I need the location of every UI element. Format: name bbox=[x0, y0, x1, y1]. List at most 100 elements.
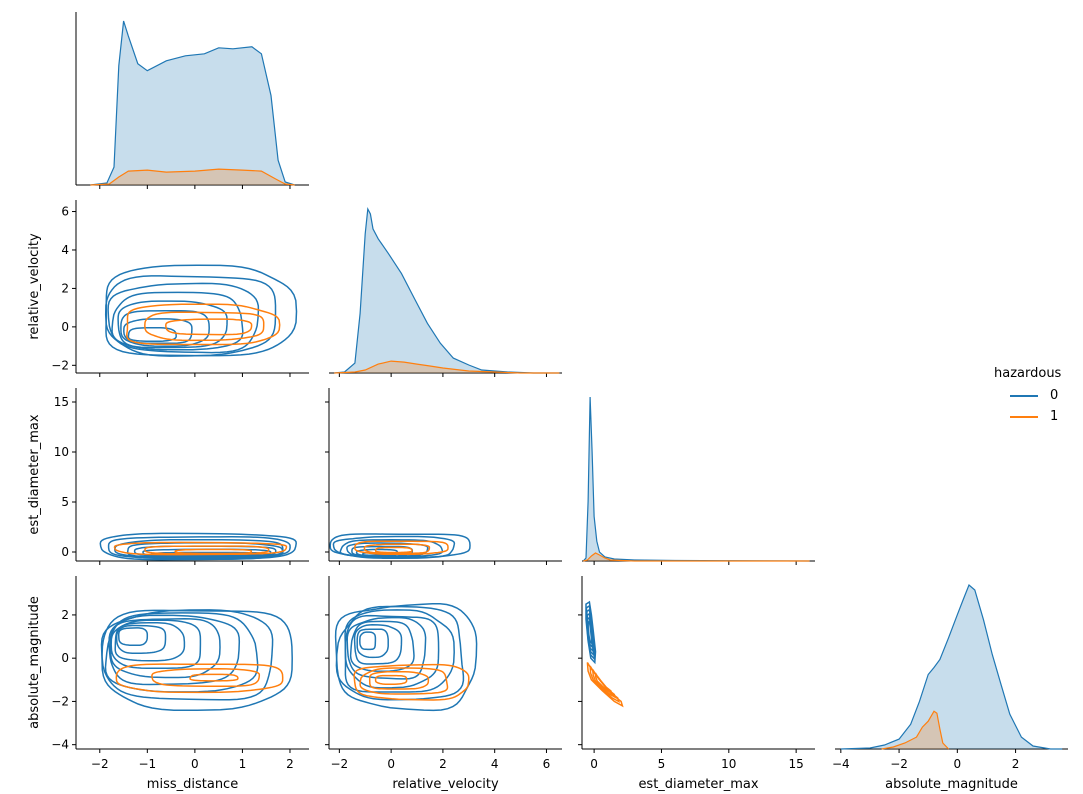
kde-contour-hazardous-1 bbox=[151, 668, 261, 687]
kde-line-hazardous-1 bbox=[90, 168, 295, 186]
y-axis-label: relative_velocity bbox=[27, 233, 42, 340]
legend-swatch-1 bbox=[1010, 415, 1038, 418]
kde-fill-hazardous-0 bbox=[90, 21, 295, 185]
kde-fill-hazardous-0 bbox=[583, 397, 810, 561]
kde-contour-hazardous-0 bbox=[359, 631, 377, 651]
y-tick-label: −2 bbox=[51, 694, 69, 708]
kde-contour-hazardous-1 bbox=[363, 543, 431, 554]
kde-contour-hazardous-0 bbox=[127, 327, 177, 342]
kde-contour-hazardous-1 bbox=[594, 672, 613, 695]
x-tick-label: 0 bbox=[954, 757, 962, 771]
x-tick-label: −2 bbox=[890, 757, 908, 771]
kde-line-hazardous-1 bbox=[334, 360, 560, 374]
y-tick-label: 0 bbox=[61, 320, 69, 334]
kde-contour-hazardous-0 bbox=[587, 620, 593, 645]
y-tick-label: −4 bbox=[51, 738, 69, 752]
x-tick-label: 2 bbox=[439, 757, 447, 771]
kde-contour-hazardous-0 bbox=[104, 275, 277, 357]
x-tick-label: 0 bbox=[191, 757, 199, 771]
kde-line-hazardous-0 bbox=[334, 206, 560, 374]
legend-label-1: 1 bbox=[1050, 409, 1059, 424]
kde-contour-hazardous-1 bbox=[368, 670, 430, 690]
legend-label-0: 0 bbox=[1050, 388, 1059, 403]
x-tick-label: 15 bbox=[789, 757, 804, 771]
kde-line-hazardous-1 bbox=[881, 710, 950, 750]
y-tick-label: 0 bbox=[61, 545, 69, 559]
kde-line-hazardous-0 bbox=[840, 583, 1063, 750]
y-tick-label: 4 bbox=[61, 243, 69, 257]
y-axis-label: est_diameter_max bbox=[27, 414, 42, 534]
x-tick-label: 2 bbox=[1012, 757, 1020, 771]
legend-item-1: 1 bbox=[1010, 406, 1061, 427]
y-tick-label: 2 bbox=[61, 608, 69, 622]
y-tick-label: 10 bbox=[54, 445, 69, 459]
kde-fill-hazardous-1 bbox=[334, 361, 560, 373]
y-tick-label: 6 bbox=[61, 205, 69, 219]
kde-contour-hazardous-0 bbox=[344, 614, 440, 689]
x-tick-label: 1 bbox=[239, 757, 247, 771]
kde-contour-hazardous-0 bbox=[351, 545, 414, 557]
kde-contour-hazardous-0 bbox=[115, 624, 167, 655]
kde-fill-hazardous-0 bbox=[334, 209, 560, 373]
kde-contour-hazardous-0 bbox=[110, 619, 202, 670]
kde-contour-hazardous-1 bbox=[115, 663, 284, 694]
x-tick-label: 5 bbox=[658, 757, 666, 771]
kde-contour-hazardous-0 bbox=[355, 548, 398, 557]
x-axis-label: est_diameter_max bbox=[638, 777, 758, 792]
x-axis-label: miss_distance bbox=[147, 777, 238, 792]
kde-contour-hazardous-1 bbox=[354, 540, 449, 556]
kde-line-hazardous-1 bbox=[583, 552, 810, 562]
kde-contour-hazardous-1 bbox=[165, 318, 253, 336]
x-tick-label: 0 bbox=[387, 757, 395, 771]
kde-line-hazardous-0 bbox=[90, 20, 295, 186]
kde-contour-hazardous-0 bbox=[104, 612, 259, 693]
legend-title: hazardous bbox=[994, 366, 1062, 381]
kde-contour-hazardous-0 bbox=[349, 620, 415, 672]
x-tick-label: −2 bbox=[91, 757, 109, 771]
kde-line-hazardous-0 bbox=[582, 396, 810, 562]
x-axis-label: relative_velocity bbox=[392, 777, 499, 792]
kde-contour-hazardous-0 bbox=[107, 282, 260, 354]
y-tick-label: 0 bbox=[61, 651, 69, 665]
y-tick-label: −2 bbox=[51, 358, 69, 372]
kde-fill-hazardous-1 bbox=[583, 553, 810, 561]
kde-contour-hazardous-1 bbox=[353, 663, 470, 701]
y-axis-label: absolute_magnitude bbox=[27, 596, 42, 729]
x-axis-label: absolute_magnitude bbox=[885, 777, 1018, 792]
kde-contour-hazardous-1 bbox=[374, 546, 413, 554]
x-tick-label: 10 bbox=[721, 757, 736, 771]
kde-contour-hazardous-0 bbox=[114, 622, 186, 662]
kde-contour-hazardous-0 bbox=[100, 609, 274, 701]
legend: hazardous 0 1 bbox=[994, 366, 1061, 427]
kde-fill-hazardous-1 bbox=[90, 169, 295, 185]
kde-contour-hazardous-0 bbox=[117, 627, 149, 647]
kde-contour-hazardous-0 bbox=[332, 535, 456, 558]
kde-fill-hazardous-1 bbox=[881, 711, 949, 749]
kde-contour-hazardous-0 bbox=[339, 539, 444, 558]
kde-contour-hazardous-1 bbox=[374, 674, 408, 685]
x-tick-label: −4 bbox=[832, 757, 850, 771]
x-tick-label: −2 bbox=[331, 757, 349, 771]
kde-contour-hazardous-0 bbox=[111, 291, 244, 351]
kde-contour-hazardous-1 bbox=[126, 303, 281, 346]
kde-contour-hazardous-0 bbox=[346, 616, 427, 680]
kde-contour-hazardous-0 bbox=[353, 624, 403, 665]
kde-contour-hazardous-1 bbox=[144, 311, 265, 342]
legend-item-0: 0 bbox=[1010, 385, 1061, 406]
x-tick-label: 4 bbox=[491, 757, 499, 771]
kde-contour-hazardous-1 bbox=[189, 673, 239, 682]
x-tick-label: 2 bbox=[286, 757, 294, 771]
x-tick-label: −1 bbox=[138, 757, 156, 771]
kde-contour-hazardous-1 bbox=[359, 667, 449, 695]
x-tick-label: 6 bbox=[543, 757, 551, 771]
x-tick-label: 0 bbox=[590, 757, 598, 771]
y-tick-label: 5 bbox=[61, 495, 69, 509]
kde-contour-hazardous-1 bbox=[174, 548, 253, 555]
y-tick-label: 15 bbox=[54, 395, 69, 409]
y-tick-label: 2 bbox=[61, 281, 69, 295]
legend-swatch-0 bbox=[1010, 394, 1038, 397]
kde-contour-hazardous-0 bbox=[335, 605, 465, 701]
kde-contour-hazardous-0 bbox=[356, 628, 389, 659]
kde-fill-hazardous-0 bbox=[840, 585, 1063, 749]
